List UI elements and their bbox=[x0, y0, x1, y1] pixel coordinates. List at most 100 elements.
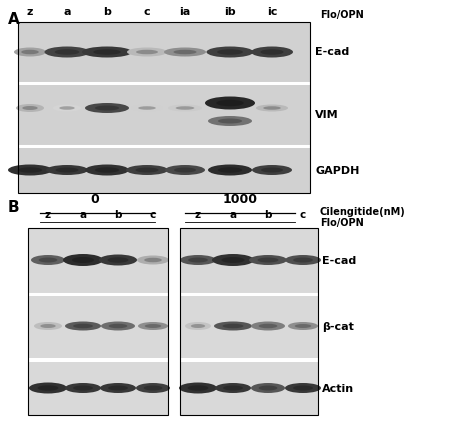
Ellipse shape bbox=[259, 324, 277, 328]
Ellipse shape bbox=[99, 255, 137, 266]
Text: A: A bbox=[8, 12, 20, 27]
Ellipse shape bbox=[207, 46, 253, 57]
Text: ia: ia bbox=[180, 7, 191, 17]
Ellipse shape bbox=[259, 385, 277, 391]
Ellipse shape bbox=[135, 167, 158, 173]
Ellipse shape bbox=[85, 103, 129, 113]
Ellipse shape bbox=[216, 100, 244, 106]
Ellipse shape bbox=[108, 257, 128, 263]
Ellipse shape bbox=[293, 258, 313, 263]
Ellipse shape bbox=[208, 164, 252, 176]
Ellipse shape bbox=[31, 255, 65, 265]
Text: ic: ic bbox=[267, 7, 277, 17]
Ellipse shape bbox=[82, 46, 132, 57]
Text: 0: 0 bbox=[90, 193, 99, 206]
Ellipse shape bbox=[295, 324, 311, 328]
Text: Flo/OPN: Flo/OPN bbox=[320, 218, 364, 228]
Ellipse shape bbox=[137, 255, 169, 264]
Text: z: z bbox=[195, 210, 201, 220]
Ellipse shape bbox=[145, 324, 161, 328]
Text: Actin: Actin bbox=[322, 383, 354, 394]
Ellipse shape bbox=[45, 46, 90, 57]
Ellipse shape bbox=[179, 382, 217, 394]
Ellipse shape bbox=[218, 119, 242, 124]
Text: Flo/OPN: Flo/OPN bbox=[320, 10, 364, 20]
Text: z: z bbox=[27, 7, 33, 17]
Ellipse shape bbox=[54, 49, 79, 55]
Text: 1000: 1000 bbox=[222, 193, 257, 206]
Ellipse shape bbox=[138, 106, 156, 110]
Ellipse shape bbox=[22, 106, 38, 110]
Bar bbox=[180, 296, 318, 358]
Bar bbox=[28, 228, 168, 415]
Ellipse shape bbox=[144, 385, 162, 391]
Ellipse shape bbox=[108, 324, 127, 328]
Text: z: z bbox=[45, 210, 51, 220]
Ellipse shape bbox=[191, 324, 205, 328]
Text: b: b bbox=[103, 7, 111, 17]
Ellipse shape bbox=[252, 165, 292, 175]
Ellipse shape bbox=[73, 385, 93, 391]
Ellipse shape bbox=[285, 383, 321, 393]
Ellipse shape bbox=[18, 167, 42, 173]
Bar bbox=[18, 148, 310, 193]
Ellipse shape bbox=[29, 382, 67, 394]
Ellipse shape bbox=[93, 49, 121, 55]
Ellipse shape bbox=[212, 254, 254, 266]
Text: ib: ib bbox=[224, 7, 236, 17]
Text: c: c bbox=[144, 7, 150, 17]
Text: E-cad: E-cad bbox=[315, 47, 349, 57]
Ellipse shape bbox=[188, 258, 208, 263]
Ellipse shape bbox=[21, 50, 39, 54]
Ellipse shape bbox=[131, 105, 163, 111]
Ellipse shape bbox=[164, 48, 206, 57]
Ellipse shape bbox=[65, 383, 101, 393]
Ellipse shape bbox=[288, 322, 318, 330]
Bar bbox=[180, 362, 318, 415]
Ellipse shape bbox=[85, 164, 129, 176]
Ellipse shape bbox=[63, 254, 103, 266]
Ellipse shape bbox=[173, 50, 197, 54]
Ellipse shape bbox=[168, 105, 202, 111]
Bar bbox=[180, 228, 318, 293]
Ellipse shape bbox=[215, 383, 251, 393]
Bar bbox=[18, 22, 310, 193]
Ellipse shape bbox=[293, 385, 313, 391]
Ellipse shape bbox=[256, 105, 288, 111]
Text: β-cat: β-cat bbox=[322, 322, 354, 332]
Ellipse shape bbox=[136, 383, 170, 393]
Text: b: b bbox=[264, 210, 272, 220]
Ellipse shape bbox=[40, 324, 56, 328]
Ellipse shape bbox=[185, 322, 211, 330]
Bar bbox=[18, 22, 310, 82]
Ellipse shape bbox=[180, 255, 216, 265]
Ellipse shape bbox=[251, 383, 285, 393]
Ellipse shape bbox=[16, 104, 44, 112]
Ellipse shape bbox=[136, 50, 158, 54]
Ellipse shape bbox=[223, 324, 243, 328]
Bar bbox=[28, 362, 168, 415]
Ellipse shape bbox=[221, 257, 244, 263]
Text: c: c bbox=[150, 210, 156, 220]
Bar bbox=[180, 228, 318, 415]
Ellipse shape bbox=[72, 257, 94, 263]
Ellipse shape bbox=[101, 321, 135, 331]
Text: E-cad: E-cad bbox=[322, 255, 356, 266]
Ellipse shape bbox=[8, 164, 52, 176]
Ellipse shape bbox=[251, 46, 293, 57]
Ellipse shape bbox=[263, 106, 281, 110]
Ellipse shape bbox=[59, 106, 75, 110]
Ellipse shape bbox=[144, 258, 162, 262]
Ellipse shape bbox=[138, 322, 168, 330]
Ellipse shape bbox=[251, 321, 285, 331]
Ellipse shape bbox=[34, 322, 62, 330]
Ellipse shape bbox=[257, 258, 279, 263]
Ellipse shape bbox=[127, 48, 167, 57]
Ellipse shape bbox=[214, 321, 252, 331]
Ellipse shape bbox=[14, 48, 46, 57]
Ellipse shape bbox=[37, 385, 58, 391]
Ellipse shape bbox=[46, 165, 88, 175]
Text: a: a bbox=[80, 210, 86, 220]
Text: a: a bbox=[230, 210, 237, 220]
Ellipse shape bbox=[208, 116, 252, 126]
